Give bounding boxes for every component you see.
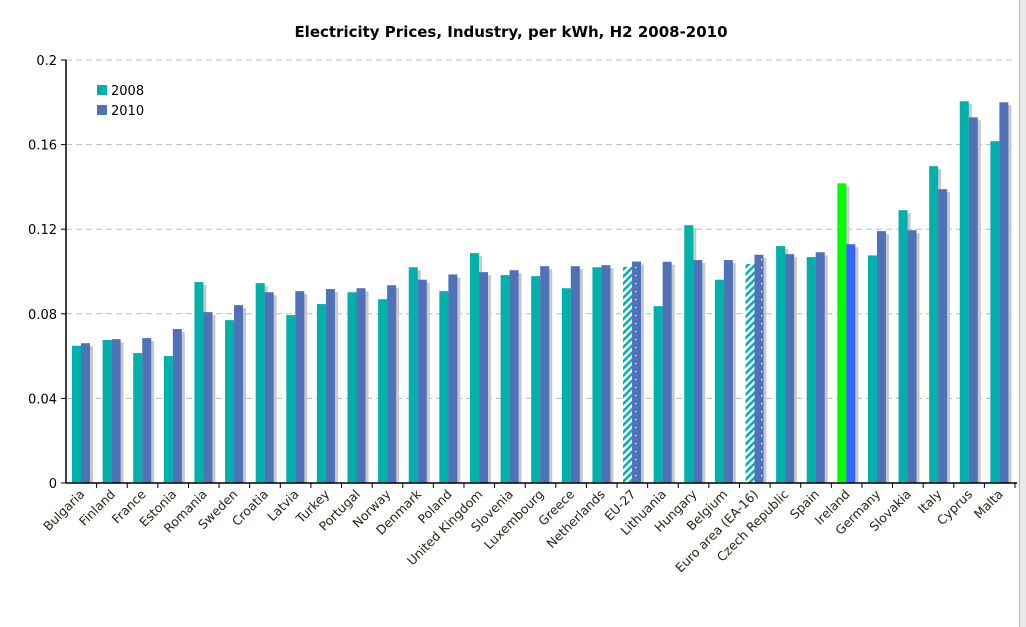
bar-2010-turkey [325,289,335,483]
bar-2008-slovakia [898,210,908,484]
bar-2010-romania [203,312,213,483]
bar-2008-romania [194,282,204,483]
window-edge [1019,0,1026,627]
bar-2008-luxembourg [531,276,541,483]
bar-2010-estonia [172,329,182,483]
y-tick-label: 0.2 [36,54,57,69]
bar-2008-norway [378,299,388,483]
bar-2010-ireland [846,244,856,483]
bar-2010-spain [815,252,825,483]
bar-2008-sweden [225,320,235,483]
bar-2010-luxembourg [540,266,550,483]
bar-2010-lithuania [662,261,672,483]
bar-2010-netherlands [601,265,611,483]
bar-2008-croatia [255,283,265,483]
bar-2010-croatia [264,292,274,483]
bar-2008-czech-republic [776,246,786,483]
legend-swatch-2008 [97,85,107,95]
bar-2008-hungary [684,225,694,483]
bar-2010-eu-27 [632,261,642,483]
bar-2008-eu-27 [623,266,633,483]
bar-2008-ireland [837,183,847,483]
bar-2008-cyprus [959,101,969,484]
bar-2010-poland [448,274,458,483]
bar-2008-lithuania [653,306,663,483]
bar-2010-sweden [234,305,244,483]
bar-2008-greece [561,288,571,483]
bar-2010-portugal [356,288,366,483]
bar-2010-italy [938,189,948,483]
bar-2008-united-kingdom [469,253,479,483]
bar-2010-denmark [417,279,427,483]
bar-2008-belgium [714,279,724,483]
bar-2010-cyprus [968,117,978,483]
bar-2010-belgium [723,260,733,483]
bar-2010-finland [111,339,121,483]
bar-2008-spain [806,257,816,483]
bar-2010-malta [999,102,1009,484]
bar-2010-slovakia [907,230,917,483]
bar-2008-denmark [408,267,418,483]
bar-2010-france [142,338,152,483]
bar-2008-slovenia [500,275,510,483]
x-tick-label: Bulgaria [40,487,87,534]
y-tick-label: 0.08 [28,308,57,323]
y-tick-label: 0.16 [28,139,57,154]
bar-2008-france [133,353,143,483]
x-tick-label: Malta [971,487,1006,522]
bar-2010-united-kingdom [478,272,488,483]
bar-2008-turkey [316,304,326,483]
bar-2010-greece [570,266,580,483]
bar-2008-poland [439,291,449,483]
y-tick-label: 0.12 [28,223,57,238]
bar-2008-germany [867,255,877,483]
y-tick-label: 0 [49,477,57,492]
chart-title: Electricity Prices, Industry, per kWh, H… [294,23,727,41]
bar-2008-bulgaria [72,345,81,483]
bar-2010-germany [876,231,886,483]
bar-2010-czech-republic [785,254,795,483]
bar-2008-netherlands [592,267,602,483]
bar-2008-portugal [347,292,357,483]
bar-2008-malta [990,141,1000,483]
y-tick-label: 0.04 [28,392,57,407]
bar-2010-slovenia [509,270,519,483]
legend: 2008 2010 [97,84,144,119]
legend-label-2010: 2010 [111,104,144,119]
bar-2010-euro-area-ea-16- [754,254,764,483]
bar-2010-bulgaria [81,343,90,483]
bar-2008-finland [102,340,112,483]
bar-2010-hungary [693,260,703,483]
bar-2010-norway [387,285,397,483]
legend-label-2008: 2008 [111,84,144,99]
bar-2010-latvia [295,291,305,483]
bar-2008-euro-area-ea-16- [745,263,755,483]
legend-swatch-2010 [97,105,107,115]
bar-2008-estonia [163,356,173,483]
bar-2008-italy [929,166,939,483]
bar-2008-latvia [286,315,296,483]
